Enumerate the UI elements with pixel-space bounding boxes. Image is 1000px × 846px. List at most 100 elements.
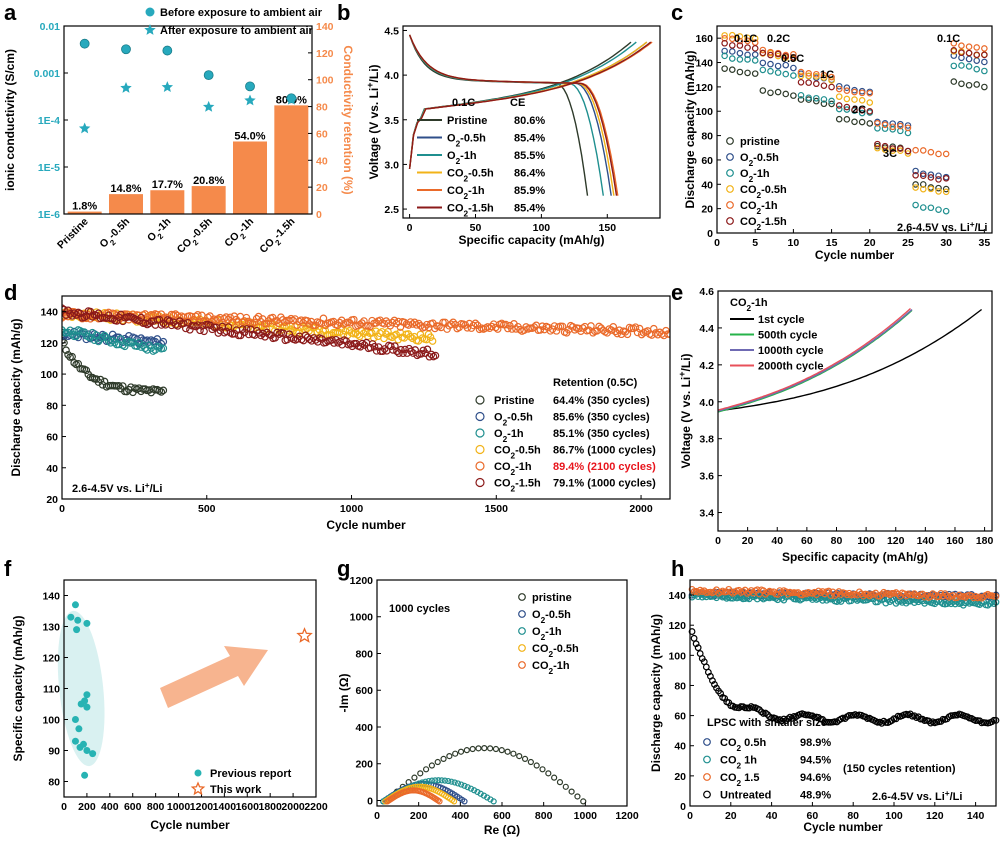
c-point bbox=[881, 125, 889, 132]
g-legend-label: CO2-0.5h bbox=[532, 643, 579, 659]
d-point bbox=[382, 330, 390, 338]
h-legend-label: CO2 1.5 bbox=[720, 772, 759, 788]
e-ytick-label: 3.6 bbox=[699, 471, 714, 483]
c-point bbox=[813, 80, 820, 88]
g-point bbox=[492, 745, 500, 753]
c-point bbox=[736, 49, 744, 57]
h-point bbox=[882, 599, 890, 607]
a-category-label: CO2-1.5h bbox=[257, 216, 300, 259]
c-point bbox=[858, 107, 866, 114]
b-xlabel: Specific capacity (mAh/g) bbox=[458, 233, 604, 247]
c-point bbox=[820, 100, 828, 108]
g-legend-marker bbox=[518, 661, 526, 669]
h-point bbox=[700, 587, 708, 595]
c-point bbox=[751, 51, 759, 58]
f-ylabel: Specific capacity (mAh/g) bbox=[11, 615, 25, 761]
c-point bbox=[728, 31, 736, 39]
c-point bbox=[790, 92, 797, 99]
g-xtick-label: 400 bbox=[452, 810, 470, 822]
before-exposure-marker bbox=[162, 45, 173, 56]
g-point bbox=[448, 778, 455, 785]
d-legend-label: CO2-1.5h bbox=[494, 478, 541, 494]
d-xtick-label: 1500 bbox=[485, 503, 509, 515]
c-point bbox=[950, 62, 958, 70]
d-point bbox=[98, 333, 107, 342]
plot-frame-e bbox=[717, 290, 993, 532]
h-ytick-label: 60 bbox=[674, 711, 686, 723]
g-ytick-label: 800 bbox=[355, 648, 373, 660]
c-point bbox=[797, 68, 805, 76]
d-point bbox=[447, 320, 455, 329]
c-point bbox=[736, 33, 744, 40]
c-point bbox=[904, 122, 912, 129]
d-point bbox=[449, 318, 457, 327]
d-point bbox=[431, 351, 440, 360]
h-ytick-label: 20 bbox=[674, 771, 686, 783]
a-y2label: Conductivity retention (%) bbox=[341, 45, 355, 194]
d-legend-label: CO2-1h bbox=[494, 461, 532, 477]
b-legend-ce: 85.5% bbox=[514, 150, 545, 162]
f-previous-point bbox=[71, 716, 79, 723]
c-point bbox=[767, 48, 774, 56]
g-legend-label: CO2-1h bbox=[532, 660, 570, 676]
d-point bbox=[70, 359, 78, 367]
f-ytick-label: 120 bbox=[42, 653, 60, 665]
d-point bbox=[200, 327, 208, 336]
e-legend-label: 2000th cycle bbox=[758, 361, 823, 373]
d-xtick-label: 500 bbox=[198, 503, 216, 515]
c-point bbox=[813, 70, 820, 78]
f-previous-point bbox=[79, 740, 87, 748]
c-point bbox=[805, 79, 812, 86]
d-point bbox=[257, 331, 265, 340]
d-xlabel: Cycle number bbox=[326, 518, 406, 532]
h-xtick-label: 20 bbox=[725, 810, 737, 822]
c-point bbox=[927, 171, 935, 179]
c-point bbox=[728, 48, 736, 55]
h-point bbox=[802, 711, 810, 719]
d-point bbox=[493, 325, 502, 333]
c-point bbox=[942, 150, 950, 158]
c-point bbox=[835, 102, 843, 109]
d-point bbox=[389, 346, 397, 354]
d-point bbox=[186, 325, 194, 334]
c-point bbox=[942, 175, 950, 182]
g-point bbox=[446, 753, 453, 760]
d-ytick-label: 100 bbox=[40, 369, 58, 381]
retention-bar bbox=[109, 194, 143, 214]
c-ytick-label: 160 bbox=[695, 33, 713, 45]
d-point bbox=[319, 314, 328, 323]
b-legend-label: O2-1h bbox=[447, 150, 477, 166]
c-point bbox=[828, 83, 835, 91]
c-point bbox=[721, 52, 728, 60]
h-ytick-label: 0 bbox=[680, 801, 686, 813]
g-legend-marker bbox=[518, 627, 526, 635]
g-point bbox=[527, 758, 534, 766]
g-ylabel: -Im (Ω) bbox=[337, 674, 351, 713]
charge-curve bbox=[408, 41, 652, 169]
f-previous-point bbox=[67, 613, 75, 621]
d-point bbox=[301, 331, 310, 340]
retention-bar-label: 17.7% bbox=[152, 179, 183, 191]
c-point bbox=[759, 46, 767, 54]
e-xtick-label: 60 bbox=[801, 535, 813, 547]
f-previous-point bbox=[83, 691, 91, 699]
panel-letter-d: d bbox=[4, 280, 17, 305]
d-point bbox=[88, 312, 97, 321]
b-legend-ce: 85.4% bbox=[514, 203, 545, 215]
d-point bbox=[68, 330, 76, 339]
d-point bbox=[378, 347, 387, 356]
c-xtick-label: 20 bbox=[864, 237, 876, 249]
g-point bbox=[428, 777, 436, 784]
b-xtick-label: 50 bbox=[470, 222, 482, 234]
arrow-icon bbox=[160, 646, 268, 708]
c-point bbox=[866, 120, 874, 127]
d-point bbox=[414, 319, 423, 328]
d-ytick-label: 120 bbox=[40, 338, 58, 350]
d-point bbox=[218, 318, 226, 327]
c-point bbox=[919, 172, 927, 180]
g-point bbox=[445, 777, 452, 785]
d-point bbox=[370, 342, 379, 351]
a-y2tick-label: 140 bbox=[316, 21, 334, 33]
previous-report-cluster bbox=[57, 610, 105, 767]
h-point bbox=[931, 600, 939, 608]
